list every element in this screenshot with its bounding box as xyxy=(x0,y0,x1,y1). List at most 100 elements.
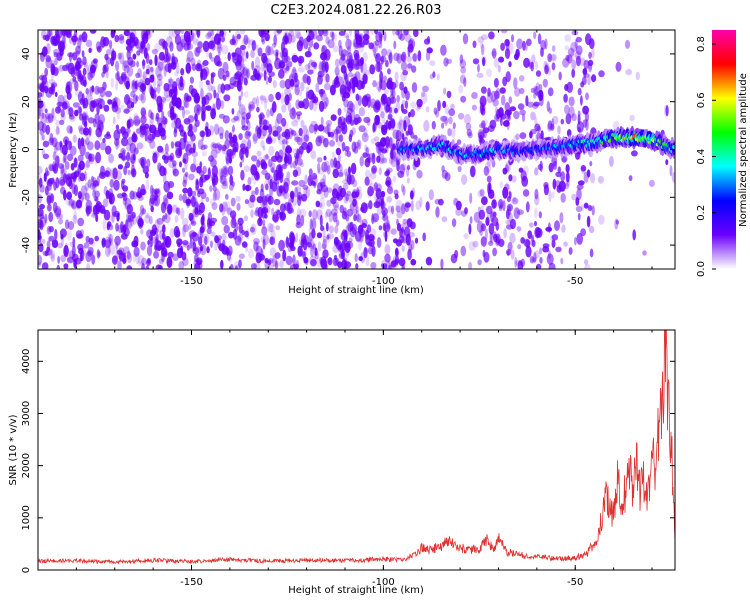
noise-cell xyxy=(133,113,139,120)
noise-cell xyxy=(240,169,245,181)
noise-cell xyxy=(271,207,275,217)
noise-cell xyxy=(163,197,169,210)
noise-cell xyxy=(336,194,343,201)
noise-cell xyxy=(374,30,378,35)
noise-cell xyxy=(176,97,182,109)
noise-cell xyxy=(179,78,186,88)
noise-cell xyxy=(72,236,76,248)
noise-cell xyxy=(78,160,86,171)
noise-cell xyxy=(275,164,283,176)
noise-cell xyxy=(350,162,357,175)
noise-cell xyxy=(257,206,264,219)
noise-cell xyxy=(481,196,488,206)
noise-cell xyxy=(547,53,553,63)
noise-cell xyxy=(247,177,252,186)
noise-cell xyxy=(240,107,248,120)
noise-cell xyxy=(478,134,483,143)
noise-cell xyxy=(457,165,462,173)
noise-cell xyxy=(321,243,327,250)
noise-cell xyxy=(326,165,331,175)
noise-cell xyxy=(125,80,130,90)
noise-cell xyxy=(195,63,203,72)
noise-cell xyxy=(395,250,400,258)
noise-cell xyxy=(463,233,469,239)
noise-cell xyxy=(304,64,311,71)
noise-cell xyxy=(139,123,147,136)
noise-cell xyxy=(225,131,229,139)
noise-cell xyxy=(173,71,180,77)
noise-cell xyxy=(319,89,324,98)
noise-cell xyxy=(112,116,116,125)
noise-cell xyxy=(292,169,299,178)
noise-cell xyxy=(88,126,92,136)
noise-cell xyxy=(126,50,131,60)
noise-cell xyxy=(406,63,412,72)
noise-cell xyxy=(547,87,554,97)
noise-cell xyxy=(365,147,369,157)
noise-cell xyxy=(262,234,269,246)
noise-cell xyxy=(308,124,315,134)
noise-cell xyxy=(587,205,593,211)
noise-cell xyxy=(55,106,61,114)
noise-cell xyxy=(400,163,407,171)
noise-cell xyxy=(330,208,338,216)
noise-cell xyxy=(171,56,178,65)
noise-cell xyxy=(514,53,519,61)
noise-cell xyxy=(452,122,456,129)
noise-cell xyxy=(291,120,299,127)
noise-cell xyxy=(344,145,350,152)
noise-cell xyxy=(99,141,107,151)
noise-cell xyxy=(199,130,206,138)
noise-cell xyxy=(311,93,317,104)
noise-cell xyxy=(167,181,175,188)
noise-cell xyxy=(625,68,632,76)
noise-cell xyxy=(221,201,228,212)
noise-cell xyxy=(435,109,440,118)
noise-cell xyxy=(335,147,342,156)
noise-cell xyxy=(351,127,356,135)
noise-cell xyxy=(212,143,219,149)
noise-cell xyxy=(257,47,263,57)
noise-cell xyxy=(498,204,503,212)
noise-cell xyxy=(182,224,189,233)
noise-cell xyxy=(207,167,211,179)
noise-cell xyxy=(392,30,396,36)
noise-cell xyxy=(164,143,169,154)
snr-x-tick-label: -50 xyxy=(567,577,583,588)
noise-cell xyxy=(210,217,218,224)
noise-cell xyxy=(283,181,289,194)
noise-cell xyxy=(269,247,277,257)
noise-cell xyxy=(356,79,364,91)
noise-cell xyxy=(341,94,346,102)
noise-cell xyxy=(127,214,131,223)
noise-cell xyxy=(60,234,64,240)
noise-cell xyxy=(458,84,464,94)
noise-cell xyxy=(38,107,41,120)
noise-cell xyxy=(402,70,409,76)
noise-cell xyxy=(346,35,350,41)
noise-cell xyxy=(175,77,180,86)
noise-cell xyxy=(380,111,385,119)
noise-cell xyxy=(121,60,128,72)
noise-cell xyxy=(346,107,353,115)
noise-cell xyxy=(279,211,283,219)
noise-cell xyxy=(355,205,360,214)
noise-cell xyxy=(292,78,300,88)
noise-cell xyxy=(245,146,249,159)
noise-cell xyxy=(49,249,55,259)
noise-cell xyxy=(516,38,523,50)
noise-cell xyxy=(222,61,229,74)
noise-cell xyxy=(486,175,492,183)
noise-cell xyxy=(53,145,58,154)
noise-cell xyxy=(214,188,221,201)
noise-cell xyxy=(67,198,74,208)
noise-cell xyxy=(260,139,265,149)
noise-cell xyxy=(107,99,113,105)
noise-cell xyxy=(127,169,131,176)
noise-cell xyxy=(40,134,44,142)
noise-cell xyxy=(369,64,376,75)
noise-cell xyxy=(125,219,129,229)
noise-cell xyxy=(165,51,171,64)
noise-cell xyxy=(384,170,390,177)
noise-cell xyxy=(84,192,90,201)
